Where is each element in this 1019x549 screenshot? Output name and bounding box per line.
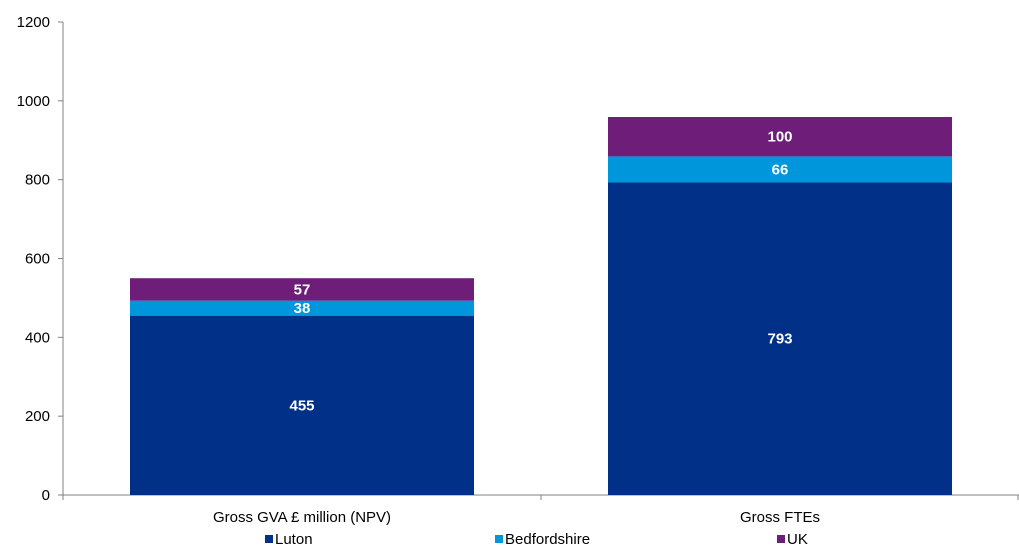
bar-luton-0 — [130, 315, 474, 495]
bar-uk-0 — [130, 278, 474, 301]
data-label-luton: 455 — [289, 397, 314, 414]
y-tick-label: 200 — [25, 408, 50, 425]
bar-bedfordshire-1 — [608, 156, 952, 183]
bars — [130, 116, 952, 495]
y-tick-label: 1200 — [17, 14, 50, 31]
x-axis: Gross GVA £ million (NPV) Gross FTEs — [62, 494, 1019, 526]
legend-label-uk: UK — [787, 531, 808, 548]
data-label-uk: 57 — [294, 281, 311, 298]
legend-swatch-luton — [265, 535, 273, 543]
legend-swatch-bedfordshire — [495, 535, 503, 543]
x-category-label: Gross FTEs — [740, 509, 820, 526]
bar-uk-1 — [608, 116, 952, 157]
bar-bedfordshire-0 — [130, 300, 474, 316]
data-labels: 455 38 57 793 66 100 — [289, 129, 792, 415]
y-axis: 0 200 400 600 800 1000 1200 — [17, 14, 64, 504]
data-label-uk: 100 — [767, 129, 792, 146]
x-category-label: Gross GVA £ million (NPV) — [213, 509, 391, 526]
bar-luton-1 — [608, 182, 952, 495]
legend-label-bedfordshire: Bedfordshire — [505, 531, 590, 548]
data-label-bedfordshire: 38 — [294, 300, 311, 317]
y-tick-label: 400 — [25, 329, 50, 346]
data-label-bedfordshire: 66 — [772, 161, 789, 178]
data-label-luton: 793 — [767, 331, 792, 348]
legend-label-luton: Luton — [275, 531, 313, 548]
y-tick-label: 800 — [25, 172, 50, 189]
y-tick-label: 1000 — [17, 93, 50, 110]
y-tick-label: 600 — [25, 251, 50, 268]
legend: Luton Bedfordshire UK — [265, 531, 808, 548]
y-tick-label: 0 — [42, 487, 50, 504]
legend-swatch-uk — [777, 535, 785, 543]
